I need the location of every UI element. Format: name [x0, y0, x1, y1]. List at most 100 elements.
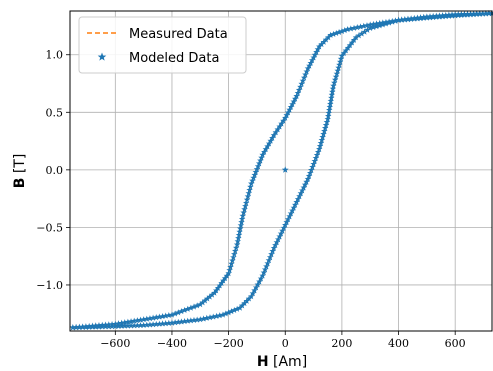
modeled-point — [230, 254, 237, 261]
modeled-point — [253, 165, 261, 173]
modeled-point — [255, 160, 263, 167]
modeled-point — [197, 301, 204, 308]
modeled-point — [404, 15, 412, 22]
modeled-point — [227, 263, 234, 270]
modeled-series — [69, 9, 493, 331]
modeled-point — [330, 82, 337, 89]
modeled-point — [358, 30, 365, 37]
modeled-point — [204, 295, 211, 302]
modeled-point — [350, 36, 358, 43]
modeled-point — [193, 302, 201, 309]
modeled-point — [108, 323, 116, 330]
modeled-point — [360, 22, 367, 29]
modeled-point — [461, 10, 468, 17]
modeled-point — [277, 230, 285, 237]
modeled-point — [284, 109, 292, 116]
modeled-point — [314, 46, 322, 53]
modeled-point — [162, 320, 169, 327]
modeled-point — [165, 312, 173, 319]
modeled-point — [225, 270, 232, 277]
modeled-point — [313, 48, 320, 55]
modeled-point — [318, 40, 325, 48]
modeled-point — [127, 322, 135, 329]
modeled-point — [323, 118, 331, 125]
modeled-point — [325, 109, 332, 116]
modeled-point — [76, 323, 83, 331]
modeled-point — [370, 23, 377, 31]
modeled-point — [318, 136, 326, 143]
modeled-point — [143, 315, 151, 322]
modeled-point — [398, 16, 405, 23]
modeled-point — [256, 278, 263, 285]
modeled-point — [355, 32, 363, 39]
modeled-point — [401, 16, 409, 23]
modeled-point — [336, 61, 343, 68]
modeled-point — [433, 12, 440, 19]
modeled-point — [225, 309, 232, 316]
modeled-point — [259, 272, 266, 279]
modeled-point — [249, 290, 257, 297]
modeled-point — [364, 26, 371, 33]
modeled-point — [423, 13, 431, 20]
y-tick-label: −0.5 — [36, 221, 63, 234]
modeled-point — [335, 28, 343, 36]
modeled-point — [245, 295, 253, 302]
modeled-point — [445, 11, 453, 18]
modeled-point — [379, 21, 387, 28]
modeled-point — [344, 44, 352, 51]
y-ticks: −1.0 −0.5 0.0 0.5 1.0 — [36, 49, 70, 292]
modeled-point — [473, 10, 480, 17]
modeled-point — [118, 322, 125, 329]
modeled-point — [181, 318, 188, 325]
modeled-point — [251, 287, 258, 294]
modeled-point — [152, 314, 160, 321]
modeled-point — [92, 323, 99, 330]
modeled-point — [330, 30, 337, 37]
modeled-point — [286, 213, 293, 220]
modeled-point — [190, 316, 198, 324]
modeled-point — [251, 171, 258, 178]
modeled-point — [250, 174, 257, 181]
modeled-point — [137, 316, 144, 323]
modeled-point — [420, 13, 427, 20]
modeled-point — [245, 189, 252, 197]
modeled-point — [249, 177, 256, 184]
modeled-point — [407, 15, 415, 22]
modeled-point — [146, 315, 154, 322]
modeled-point — [328, 91, 336, 98]
modeled-point — [326, 106, 333, 113]
modeled-point — [297, 83, 304, 90]
modeled-point — [213, 312, 220, 319]
modeled-point — [270, 244, 278, 251]
x-tick-label: −200 — [213, 337, 243, 350]
modeled-point — [272, 241, 279, 248]
modeled-point — [289, 207, 296, 214]
modeled-point — [366, 24, 374, 32]
modeled-point — [273, 238, 280, 246]
modeled-point — [137, 321, 144, 329]
modeled-point — [305, 172, 313, 179]
legend-modeled-label: Modeled Data — [129, 51, 219, 66]
modeled-point — [130, 317, 138, 324]
modeled-point — [296, 192, 303, 200]
modeled-point — [455, 10, 462, 18]
modeled-point — [324, 115, 331, 122]
modeled-point — [310, 160, 317, 167]
modeled-point — [162, 312, 169, 319]
modeled-point — [395, 16, 402, 23]
modeled-point — [242, 199, 250, 206]
modeled-point — [238, 302, 246, 309]
legend-measured-label: Measured Data — [129, 27, 228, 42]
modeled-point — [121, 322, 128, 329]
modeled-point — [121, 319, 128, 326]
modeled-point — [264, 260, 271, 267]
modeled-point — [263, 263, 270, 270]
modeled-point — [301, 181, 309, 188]
modeled-point — [238, 218, 245, 226]
modeled-point — [216, 312, 223, 319]
x-axis-label: H [Am] — [257, 354, 307, 370]
x-tick-label: 600 — [445, 337, 466, 350]
modeled-point — [350, 24, 358, 31]
modeled-point — [442, 11, 449, 18]
